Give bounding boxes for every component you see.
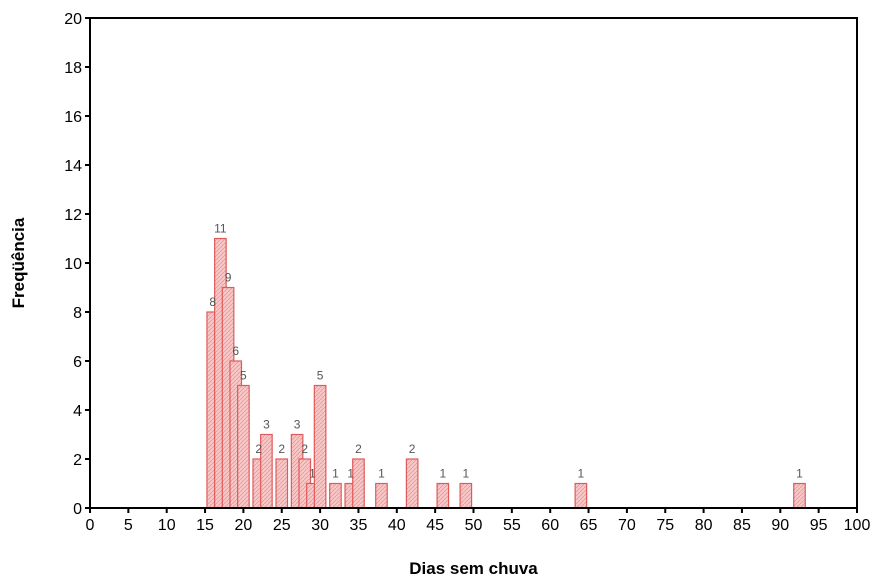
y-tick-label: 10 [64, 256, 82, 273]
bar-value-label: 1 [347, 467, 354, 481]
histogram-bar [405, 458, 419, 509]
histogram-bar [313, 384, 327, 509]
bar-value-label: 2 [278, 442, 285, 456]
x-axis-title: Dias sem chuva [409, 559, 538, 578]
bars-group [206, 237, 806, 509]
x-tick-label: 55 [503, 517, 521, 534]
histogram-bar [793, 482, 806, 509]
bar-value-label: 2 [409, 442, 416, 456]
bar-value-label: 2 [301, 442, 308, 456]
x-tick-label: 65 [580, 517, 598, 534]
y-tick-label: 12 [64, 207, 82, 224]
histogram-bar [237, 384, 250, 509]
x-tick-label: 80 [695, 517, 713, 534]
histogram-bar [352, 458, 365, 509]
y-tick-label: 4 [73, 403, 82, 420]
x-tick-label: 70 [618, 517, 636, 534]
x-tick-label: 15 [196, 517, 214, 534]
bar-value-label: 1 [332, 467, 339, 481]
bar-value-label: 11 [214, 222, 227, 236]
bar-value-label: 1 [378, 467, 385, 481]
bar-value-label: 6 [232, 344, 239, 358]
histogram-bar [260, 433, 273, 509]
x-tick-label: 85 [733, 517, 751, 534]
histogram-bar [436, 482, 450, 509]
bar-value-label: 3 [263, 418, 270, 432]
bar-value-label: 8 [209, 295, 216, 309]
x-tick-label: 50 [465, 517, 483, 534]
y-tick-label: 2 [73, 452, 82, 469]
y-tick-label: 20 [64, 11, 82, 28]
y-tick-label: 18 [64, 60, 82, 77]
bar-value-label: 5 [317, 369, 324, 383]
bar-value-label: 1 [578, 467, 585, 481]
y-tick-label: 0 [73, 501, 82, 518]
x-tick-label: 100 [844, 517, 871, 534]
x-tick-label: 20 [235, 517, 253, 534]
x-tick-label: 75 [656, 517, 674, 534]
x-tick-label: 35 [350, 517, 368, 534]
x-tick-label: 0 [86, 517, 95, 534]
plot-frame [89, 17, 858, 509]
x-tick-label: 5 [124, 517, 133, 534]
histogram-bar [329, 482, 342, 509]
x-tick-label: 90 [771, 517, 789, 534]
histogram-bar [375, 482, 388, 509]
bar-value-label: 9 [225, 271, 232, 285]
x-tick-label: 30 [311, 517, 329, 534]
x-tick-label: 10 [158, 517, 176, 534]
y-tick-label: 16 [64, 109, 82, 126]
bar-value-label: 3 [294, 418, 301, 432]
y-tick-label: 6 [73, 354, 82, 371]
x-tick-label: 40 [388, 517, 406, 534]
bar-value-label: 1 [439, 467, 446, 481]
bar-value-label: 1 [462, 467, 469, 481]
x-axis: 0 5 10 15 20 25 30 35 40 45 50 55 60 65 70 75 80 85 90 95 10… [86, 508, 871, 534]
y-tick-label: 14 [64, 158, 82, 175]
histogram-bar [459, 482, 473, 509]
y-axis-title: Freqüência [9, 217, 28, 308]
x-tick-label: 95 [810, 517, 828, 534]
histogram-bar [275, 458, 289, 509]
bar-value-label: 2 [255, 442, 262, 456]
y-axis: 0 2 4 6 8 10 12 14 16 18 20 [64, 11, 90, 518]
bar-value-label: 1 [796, 467, 803, 481]
y-tick-label: 8 [73, 305, 82, 322]
x-tick-label: 25 [273, 517, 291, 534]
histogram-bar [574, 482, 588, 509]
bar-value-label: 1 [309, 467, 316, 481]
x-tick-label: 45 [426, 517, 444, 534]
x-tick-label: 60 [541, 517, 559, 534]
bar-value-label: 5 [240, 369, 247, 383]
bar-value-label: 2 [355, 442, 362, 456]
